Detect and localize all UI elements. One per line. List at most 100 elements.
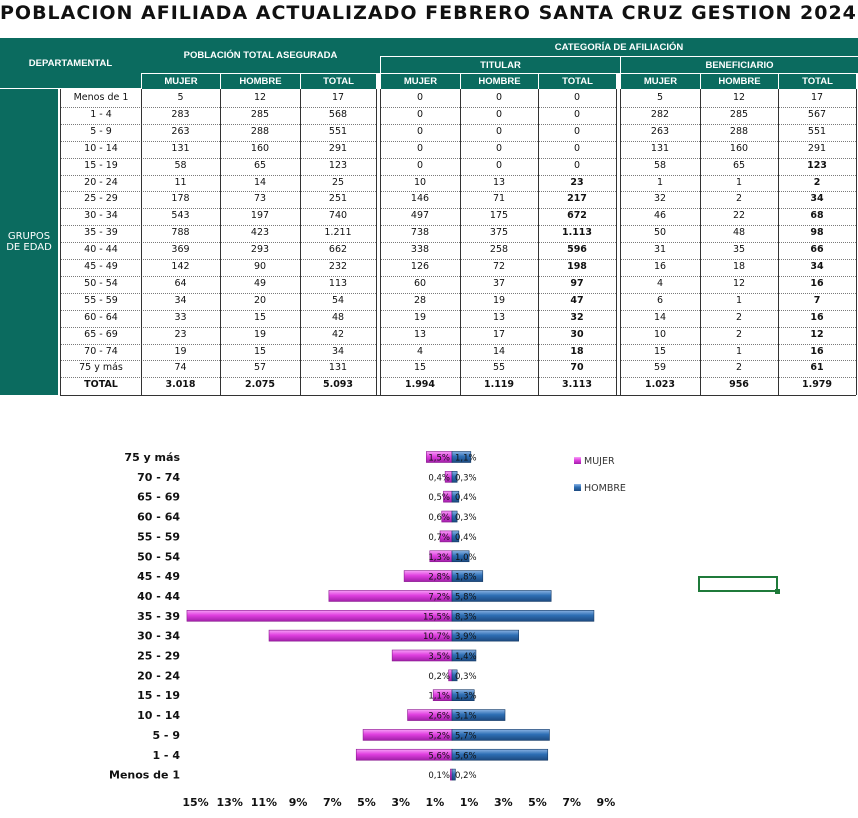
table-cell: 568 (328, 108, 348, 120)
mujer-data-label: 2,8% (428, 573, 450, 583)
row-divider (380, 275, 616, 277)
table-cell: 285 (729, 108, 749, 120)
table-cell: 123 (807, 159, 827, 171)
row-divider (60, 275, 376, 277)
table-cell: 58 (174, 159, 187, 171)
table-cell: 34 (174, 294, 187, 306)
table-cell: 5 (656, 92, 664, 103)
table-cell: 2 (735, 328, 743, 340)
category-label: 55 - 59 (137, 530, 180, 543)
table-cell: 16 (810, 277, 824, 289)
table-cell: 18 (732, 261, 746, 272)
row-divider (60, 242, 376, 244)
row-divider (620, 343, 856, 345)
table-cell: 4 (656, 277, 664, 289)
table-cell: 0 (416, 142, 424, 154)
table-cell: 142 (171, 261, 190, 272)
table-cell: 263 (171, 125, 190, 137)
table-cell: 146 (410, 193, 430, 205)
table-cell: 113 (328, 277, 348, 289)
row-divider (60, 157, 376, 159)
age-group-label: 50 - 54 (84, 277, 118, 289)
row-divider (620, 157, 856, 159)
table-cell: 291 (807, 142, 827, 154)
table-cell: 1 (735, 345, 743, 357)
table-cell: 232 (328, 261, 348, 272)
table-cell: 0 (573, 92, 581, 103)
table-cell: 5 (177, 92, 184, 103)
row-divider (60, 208, 376, 210)
mujer-data-label: 7,2% (428, 592, 450, 602)
table-cell: 0 (416, 108, 424, 120)
legend-mujer-label: MUJER (584, 456, 615, 467)
category-label: 10 - 14 (137, 709, 180, 722)
column-header-total: TOTAL (778, 73, 856, 89)
age-group-label: 25 - 29 (84, 193, 118, 205)
row-divider (620, 360, 856, 362)
hombre-data-label: 3,9% (455, 632, 477, 642)
row-divider (60, 377, 376, 379)
table-cell: 0 (495, 108, 503, 120)
row-divider (60, 360, 376, 362)
table-cell: 48 (331, 311, 345, 323)
hombre-bar (451, 768, 456, 781)
titular-header: TITULAR (380, 56, 620, 73)
mujer-data-label: 0,7% (428, 533, 450, 543)
column-divider (778, 89, 779, 395)
hombre-data-label: 5,7% (455, 731, 477, 741)
row-divider (380, 208, 616, 210)
table-cell: 48 (732, 227, 746, 239)
hombre-bar (451, 471, 458, 483)
table-cell: 22 (732, 210, 746, 222)
category-label: 60 - 64 (137, 511, 180, 524)
column-divider (141, 89, 142, 395)
beneficiario-header: BENEFICIARIO (620, 56, 858, 73)
column-divider (538, 89, 539, 395)
table-cell: 738 (410, 227, 430, 239)
row-divider (620, 292, 856, 294)
mujer-data-label: 10,7% (423, 632, 450, 642)
table-cell: 72 (492, 261, 506, 272)
hombre-bar (451, 649, 477, 662)
legend-hombre-label: HOMBRE (584, 483, 626, 494)
column-header-hombre: HOMBRE (220, 73, 300, 89)
table-cell: 49 (253, 277, 267, 289)
table-cell: 0 (573, 108, 581, 120)
table-cell: 14 (653, 311, 667, 323)
mujer-bar (186, 610, 453, 622)
row-divider (60, 225, 376, 227)
table-cell: 7 (813, 294, 821, 306)
x-tick-label: 5% (357, 796, 376, 809)
table-cell: 0 (495, 125, 503, 137)
row-divider (380, 174, 616, 176)
table-cell: 61 (810, 362, 824, 374)
hombre-data-label: 1,4% (455, 652, 477, 662)
column-header-mujer: MUJER (620, 73, 700, 89)
table-cell: 25 (331, 176, 345, 188)
mujer-data-label: 0,1% (428, 771, 450, 781)
table-cell: 291 (328, 142, 348, 154)
column-divider (220, 89, 221, 395)
row-divider (620, 208, 856, 210)
selected-cell[interactable] (698, 576, 780, 594)
category-label: 15 - 19 (137, 689, 180, 702)
total-cell: 2.075 (244, 379, 276, 391)
table-cell: 131 (328, 362, 348, 374)
hombre-bar (451, 629, 519, 642)
mujer-data-label: 0,4% (428, 473, 450, 483)
population-pyramid-chart: Menos de 1 0,1% 0,2% 1 - 4 5,6% 5,6% 5 - 9 5,2%… (109, 451, 626, 809)
hombre-data-label: 1,3% (455, 692, 477, 702)
age-group-label: 10 - 14 (84, 142, 118, 154)
hombre-data-label: 1,8% (455, 573, 477, 583)
table-cell: 15 (253, 345, 267, 357)
table-cell: 0 (416, 125, 424, 137)
hombre-bar (451, 669, 458, 682)
mujer-data-label: 15,5% (423, 612, 450, 622)
mujer-data-label: 0,5% (428, 493, 450, 503)
table-cell: 175 (489, 210, 509, 222)
column-divider (300, 89, 301, 395)
column-header-total: TOTAL (300, 73, 376, 89)
table-bottom-border (60, 395, 856, 396)
table-cell: 57 (253, 362, 267, 374)
column-divider (700, 89, 701, 395)
